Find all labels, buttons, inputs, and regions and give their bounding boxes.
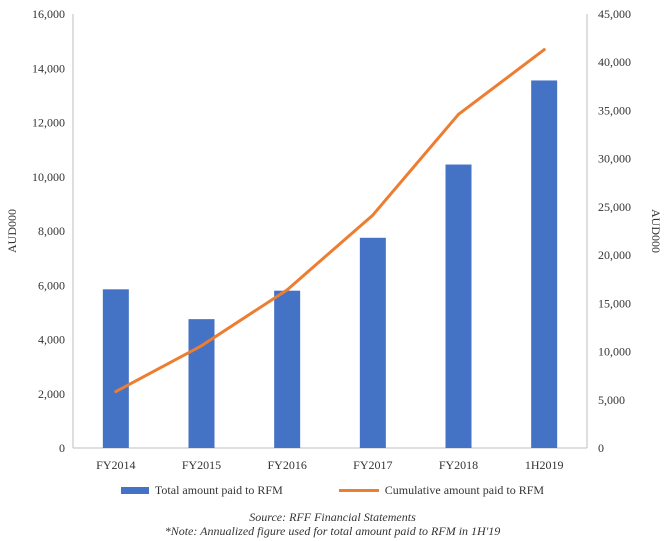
line-point <box>114 390 118 394</box>
y2-tick-label: 0 <box>598 441 604 455</box>
y-tick-label: 6,000 <box>38 278 65 292</box>
legend-label-cumulative: Cumulative amount paid to RFM <box>384 482 545 497</box>
bar <box>445 164 472 448</box>
annualized-note: *Note: Annualized figure used for total … <box>164 524 501 538</box>
bar <box>531 80 558 449</box>
line-point <box>285 288 289 292</box>
line-point <box>542 48 546 52</box>
line-point <box>200 344 203 348</box>
x-tick-label: FY2016 <box>267 458 306 472</box>
y2-tick-label: 35,000 <box>598 103 631 117</box>
y2-tick-label: 30,000 <box>598 152 631 166</box>
y-tick-label: 16,000 <box>32 7 65 21</box>
y2-tick-label: 45,000 <box>598 7 631 21</box>
y-tick-label: 4,000 <box>38 333 65 347</box>
y2-tick-label: 5,000 <box>598 393 625 407</box>
y-tick-label: 2,000 <box>38 387 65 401</box>
y-tick-label: 0 <box>59 441 65 455</box>
y2-tick-label: 20,000 <box>598 248 631 262</box>
x-tick-label: FY2014 <box>96 458 135 472</box>
y-tick-label: 8,000 <box>38 224 65 238</box>
y-tick-label: 14,000 <box>32 61 65 75</box>
legend-swatch-line <box>338 488 379 492</box>
y-tick-label: 12,000 <box>32 116 65 130</box>
bar <box>359 237 386 448</box>
y2-tick-label: 15,000 <box>598 296 631 310</box>
legend-item-cumulative: Cumulative amount paid to RFM <box>338 481 545 499</box>
line-point <box>457 112 460 116</box>
y-axis-title: AUD000 <box>5 209 19 253</box>
x-tick-label: 1H2019 <box>525 458 564 472</box>
legend-label-total: Total amount paid to RFM <box>154 482 283 497</box>
x-tick-label: FY2015 <box>182 458 221 472</box>
y-tick-label: 10,000 <box>32 170 65 184</box>
bar <box>102 289 129 448</box>
legend: Total amount paid to RFM Cumulative amou… <box>0 481 665 499</box>
y2-tick-label: 25,000 <box>598 200 631 214</box>
line-point <box>371 213 375 217</box>
y2-tick-label: 10,000 <box>598 345 631 359</box>
y2-tick-label: 40,000 <box>598 55 631 69</box>
legend-item-total: Total amount paid to RFM <box>120 481 283 499</box>
x-tick-label: FY2017 <box>353 458 392 472</box>
source-note: Source: RFF Financial Statements <box>249 510 416 524</box>
bar <box>274 290 301 448</box>
cumulative-line <box>114 48 546 394</box>
y2-axis-title: AUD000 <box>649 209 663 253</box>
legend-swatch-bar <box>120 486 149 494</box>
x-tick-label: FY2018 <box>439 458 478 472</box>
